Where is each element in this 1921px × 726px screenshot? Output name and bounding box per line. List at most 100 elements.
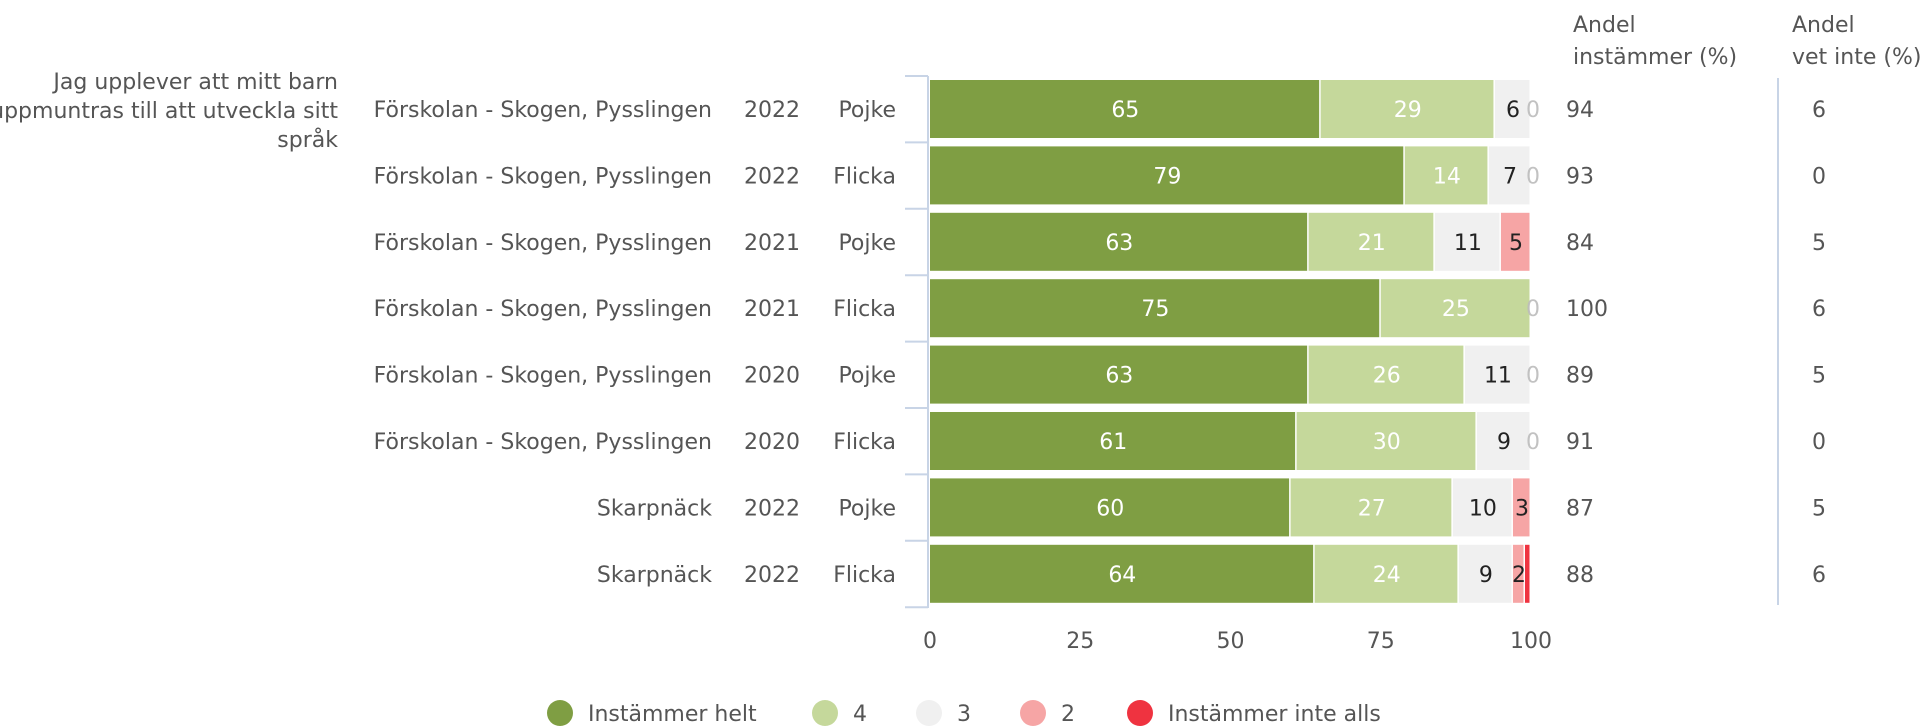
bar-data-label: 0 — [1526, 430, 1540, 455]
bar-data-label: 0 — [1526, 364, 1540, 389]
x-tick-label: 100 — [1510, 629, 1552, 654]
dontknow-share-value: 6 — [1812, 297, 1826, 322]
row-gender-label: Pojke — [838, 496, 896, 521]
bar-data-label: 9 — [1479, 563, 1493, 588]
bar-segment — [1380, 279, 1530, 338]
question-label: Jag upplever att mitt barn — [51, 70, 338, 95]
dontknow-share-value: 6 — [1812, 98, 1826, 123]
dontknow-column-header: vet inte (%) — [1792, 45, 1921, 70]
bar-segment — [1452, 478, 1512, 537]
row-unit-label: Förskolan - Skogen, Pysslingen — [374, 364, 712, 389]
x-tick-label: 75 — [1367, 629, 1395, 654]
bar-segment — [1434, 212, 1500, 271]
bar-segment — [930, 80, 1320, 138]
row-year-label: 2020 — [744, 430, 800, 455]
row-gender-label: Pojke — [838, 98, 896, 123]
bar-data-label: 65 — [1111, 98, 1139, 123]
dontknow-column-header: Andel — [1792, 13, 1855, 38]
row-gender-label: Pojke — [838, 231, 896, 256]
bar-data-label: 27 — [1358, 496, 1386, 521]
bar-data-label: 30 — [1373, 430, 1401, 455]
row-gender-label: Pojke — [838, 364, 896, 389]
bar-segment — [1524, 544, 1530, 603]
bar-segment — [1404, 146, 1488, 205]
dontknow-share-value: 6 — [1812, 563, 1826, 588]
agree-share-value: 93 — [1566, 164, 1594, 189]
bar-data-label: 75 — [1141, 297, 1169, 322]
legend-label: 3 — [957, 702, 971, 726]
row-gender-label: Flicka — [833, 297, 896, 322]
dontknow-share-value: 5 — [1812, 496, 1826, 521]
legend-label: 4 — [853, 702, 867, 726]
agree-share-value: 94 — [1566, 98, 1594, 123]
legend-marker — [547, 700, 573, 726]
agree-share-value: 91 — [1566, 430, 1594, 455]
bar-segment — [930, 478, 1290, 537]
row-gender-label: Flicka — [833, 563, 896, 588]
row-year-label: 2022 — [744, 164, 800, 189]
bar-data-label: 61 — [1099, 430, 1127, 455]
bar-segment — [1458, 544, 1512, 603]
bar-data-label: 7 — [1503, 164, 1517, 189]
dontknow-share-value: 0 — [1812, 164, 1826, 189]
dontknow-share-value: 5 — [1812, 231, 1826, 256]
row-unit-label: Förskolan - Skogen, Pysslingen — [374, 98, 712, 123]
legend-marker — [1020, 700, 1046, 726]
question-label: språk — [277, 127, 338, 153]
bar-segment — [1512, 478, 1530, 537]
agree-share-value: 89 — [1566, 364, 1594, 389]
bar-data-label: 9 — [1497, 430, 1511, 455]
x-tick-label: 50 — [1217, 629, 1245, 654]
legend-marker — [812, 700, 838, 726]
agree-share-value: 88 — [1566, 563, 1594, 588]
row-gender-label: Flicka — [833, 430, 896, 455]
row-unit-label: Skarpnäck — [597, 496, 712, 521]
bar-segment — [1494, 80, 1530, 138]
legend-label: Instämmer helt — [588, 702, 757, 726]
agree-share-value: 84 — [1566, 231, 1594, 256]
bar-data-label: 29 — [1394, 98, 1422, 123]
legend-label: Instämmer inte alls — [1168, 702, 1381, 726]
bar-segment — [1500, 212, 1530, 271]
agree-column-header: Andel — [1573, 13, 1636, 38]
row-unit-label: Förskolan - Skogen, Pysslingen — [374, 430, 712, 455]
bar-data-label: 3 — [1515, 496, 1529, 521]
row-unit-label: Förskolan - Skogen, Pysslingen — [374, 164, 712, 189]
agree-column-header: instämmer (%) — [1573, 45, 1737, 70]
row-gender-label: Flicka — [833, 164, 896, 189]
bar-segment — [1296, 412, 1476, 470]
bar-segment — [1308, 212, 1434, 271]
dontknow-share-value: 5 — [1812, 364, 1826, 389]
bar-segment — [930, 345, 1308, 404]
bar-data-label: 0 — [1526, 98, 1540, 123]
bar-data-label: 5 — [1509, 231, 1523, 256]
bar-segment — [1320, 80, 1494, 138]
x-tick-label: 0 — [923, 629, 937, 654]
bar-segment — [1308, 345, 1464, 404]
legend-marker — [1127, 700, 1153, 726]
bar-data-label: 26 — [1373, 364, 1401, 389]
row-year-label: 2022 — [744, 98, 800, 123]
bar-data-label: 21 — [1358, 231, 1386, 256]
bar-data-label: 11 — [1454, 231, 1482, 256]
bar-data-label: 64 — [1108, 563, 1136, 588]
bar-data-label: 24 — [1373, 563, 1401, 588]
row-year-label: 2022 — [744, 563, 800, 588]
bar-data-label: 0 — [1526, 164, 1540, 189]
bar-data-label: 79 — [1153, 164, 1181, 189]
bar-segment — [1290, 478, 1452, 537]
bar-data-label: 0 — [1526, 297, 1540, 322]
bar-data-label: 10 — [1469, 496, 1497, 521]
row-year-label: 2021 — [744, 231, 800, 256]
row-year-label: 2021 — [744, 297, 800, 322]
bar-segment — [1314, 544, 1458, 603]
bar-segment — [930, 279, 1380, 338]
row-unit-label: Skarpnäck — [597, 563, 712, 588]
row-year-label: 2020 — [744, 364, 800, 389]
bar-data-label: 25 — [1442, 297, 1470, 322]
question-label: uppmuntras till att utveckla sitt — [0, 99, 338, 124]
bar-segment — [1512, 544, 1524, 603]
bar-data-label: 2 — [1512, 563, 1526, 588]
bar-segment — [1476, 412, 1530, 470]
